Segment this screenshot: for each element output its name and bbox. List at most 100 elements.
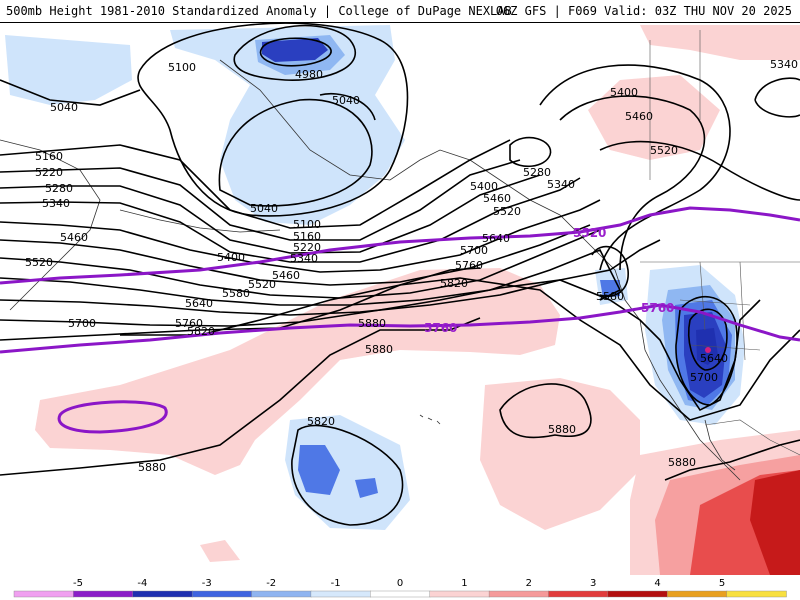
thick-contour-5760 <box>0 303 800 354</box>
west-coast <box>599 254 741 481</box>
negative-anomaly-gulf-core <box>600 280 620 298</box>
legend-color-swatch <box>310 590 372 598</box>
legend-colorbar <box>13 590 787 598</box>
contour-label: 5160 <box>293 230 321 243</box>
contour-5040-west <box>0 79 141 106</box>
legend-tick-label: 5 <box>719 578 725 589</box>
legend-tick-label: 1 <box>461 578 467 589</box>
alaska-coast <box>219 59 601 256</box>
hawaii-islands <box>419 414 441 425</box>
contour-5040-bering <box>319 93 376 121</box>
thick-contour-label: 5760 <box>641 301 674 315</box>
contour-label: 5220 <box>35 166 63 179</box>
contour-label: 5880 <box>358 317 386 330</box>
contour-5520-canada <box>599 140 800 201</box>
contour-label: 5340 <box>42 197 70 210</box>
contour-label: 5280 <box>523 166 551 179</box>
contour-label: 5340 <box>547 178 575 191</box>
negative-anomaly-subtropical-core <box>298 445 340 495</box>
contour-label: 5460 <box>483 192 511 205</box>
legend-tick-label: 0 <box>397 578 403 589</box>
contour-label: 5880 <box>365 343 393 356</box>
contour-label: 5880 <box>548 423 576 436</box>
legend-color-swatch <box>251 590 312 598</box>
legend-color-swatch <box>726 590 787 598</box>
geography <box>0 30 800 481</box>
contour-label: 5220 <box>293 241 321 254</box>
contour-5280-bc <box>509 136 552 168</box>
model-run-info: 06Z GFS | F069 Valid: 03Z THU NOV 20 202… <box>495 4 792 18</box>
contour-label: 5400 <box>470 180 498 193</box>
weather-map: 5040 5100 4980 5040 5160 5220 5280 5340 … <box>0 23 800 575</box>
legend-tick-label: -4 <box>137 578 147 589</box>
thick-contours <box>0 206 800 434</box>
contour-label: 5280 <box>45 182 73 195</box>
contour-5400 <box>0 199 601 273</box>
contour-5580 <box>0 248 622 306</box>
legend-color-swatch <box>73 590 134 598</box>
contour-label: 5640 <box>482 232 510 245</box>
baja <box>704 419 736 471</box>
legend-tick-label: -3 <box>202 578 212 589</box>
legend-color-swatch <box>429 590 490 598</box>
contour-5880-mexico <box>664 439 800 481</box>
legend-tick-label: -5 <box>73 578 83 589</box>
legend-tick-label: -1 <box>331 578 341 589</box>
contour-label: 5160 <box>35 150 63 163</box>
legend-tick-labels: -5 -4 -3 -2 -1 0 1 2 3 4 5 <box>73 578 725 589</box>
contour-label: 5700 <box>68 317 96 330</box>
anomaly-legend: -5 -4 -3 -2 -1 0 1 2 3 4 5 <box>0 575 800 600</box>
contour-5400-canada <box>539 64 731 271</box>
legend-tick-label: 4 <box>654 578 660 589</box>
positive-anomaly-subtropical-east <box>480 378 640 530</box>
contour-5520 <box>0 229 601 299</box>
thick-contour-5520 <box>0 206 800 285</box>
legend-color-swatch <box>13 590 75 598</box>
contour-5880 <box>0 317 481 476</box>
contour-label: 5040 <box>50 101 78 114</box>
contour-5880-east <box>499 383 592 439</box>
contour-label: 5640 <box>185 297 213 310</box>
thick-contour-label: 5520 <box>573 226 606 240</box>
contour-label: 5400 <box>610 86 638 99</box>
contour-label: 5460 <box>625 110 653 123</box>
legend-color-swatch <box>548 590 609 598</box>
contour-label: 5040 <box>332 94 360 107</box>
positive-anomaly-pacific-ridge <box>35 268 560 475</box>
negative-anomaly-subtropical-core-2 <box>355 478 378 498</box>
negative-anomaly-core-2 <box>262 38 328 62</box>
contour-label: 5880 <box>138 461 166 474</box>
contour-label: 5760 <box>175 317 203 330</box>
contour-label: 5640 <box>700 352 728 365</box>
contour-5820-island <box>291 424 404 526</box>
contour-5220 <box>0 159 521 241</box>
contour-5040-south <box>218 98 373 207</box>
contour-label: 5520 <box>493 205 521 218</box>
negative-anomaly-west <box>5 35 132 105</box>
contour-label: 5820 <box>307 415 335 428</box>
contour-5340 <box>0 177 581 263</box>
contour-label: 5820 <box>187 325 215 338</box>
legend-color-swatch <box>607 590 668 598</box>
contour-4980 <box>259 37 332 67</box>
contour-label: 5100 <box>293 218 321 231</box>
legend-color-swatch <box>132 590 193 598</box>
legend-tick-label: -2 <box>266 578 276 589</box>
contour-5160 <box>0 139 511 229</box>
contour-5280 <box>0 174 541 254</box>
contour-5580-gulf <box>591 245 629 297</box>
contour-5700-low <box>675 296 738 406</box>
contour-label: 5520 <box>248 278 276 291</box>
legend-tick-label: 2 <box>526 578 532 589</box>
thick-contour-label: 5760 <box>424 321 457 335</box>
contour-label: 5580 <box>596 290 624 303</box>
contour-label: 5520 <box>650 144 678 157</box>
contour-5100 <box>137 23 409 217</box>
contour-label: 4980 <box>295 68 323 81</box>
contour-label: 5700 <box>690 371 718 384</box>
contour-label: 5460 <box>60 231 88 244</box>
contour-5820 <box>120 277 800 421</box>
legend-color-swatch <box>667 590 728 598</box>
negative-anomaly-subtropical <box>285 415 410 530</box>
contour-label: 5520 <box>25 256 53 269</box>
